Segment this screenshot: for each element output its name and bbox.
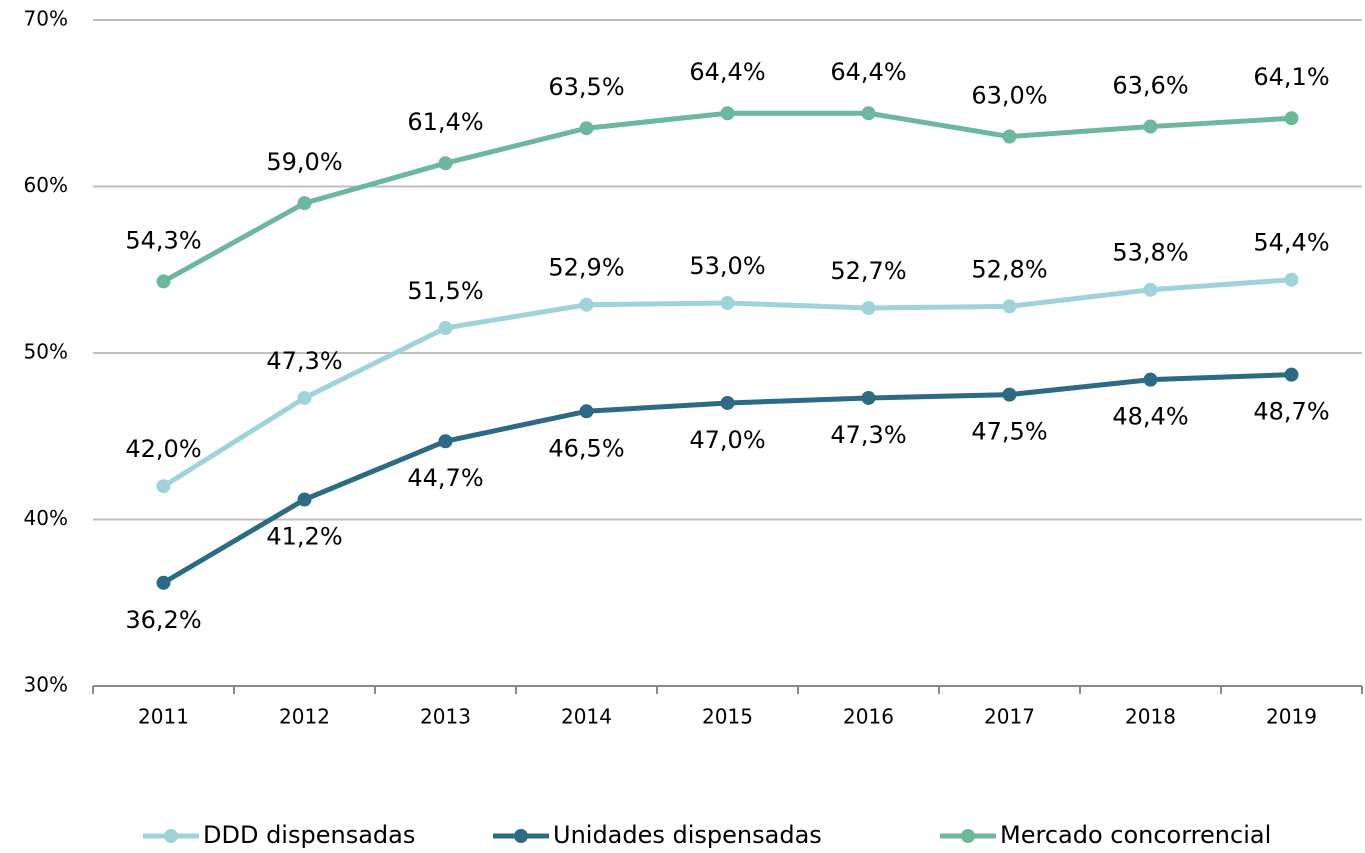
value-label: 63,0% [971, 82, 1047, 110]
legend-marker [164, 829, 178, 843]
value-label: 64,4% [830, 58, 906, 86]
point [861, 106, 876, 121]
x-tick-label: 2016 [843, 705, 894, 729]
value-label: 41,2% [266, 523, 342, 551]
y-tick-label: 30% [24, 673, 68, 697]
value-label: 52,8% [971, 255, 1047, 283]
value-label: 53,0% [689, 252, 765, 280]
x-tick-label: 2017 [984, 705, 1035, 729]
point [861, 301, 876, 316]
value-label: 48,7% [1253, 398, 1329, 426]
point [1002, 129, 1017, 144]
legend-label: Mercado concorrencial [1000, 821, 1271, 849]
value-label: 64,4% [689, 58, 765, 86]
point [1284, 367, 1299, 382]
value-label: 63,6% [1112, 72, 1188, 100]
point [720, 395, 735, 410]
x-tick-label: 2018 [1125, 705, 1176, 729]
point [438, 156, 453, 171]
value-label: 64,1% [1253, 63, 1329, 91]
value-label: 47,0% [689, 426, 765, 454]
value-label: 42,0% [125, 435, 201, 463]
point [438, 434, 453, 449]
legend-marker [514, 829, 528, 843]
value-label: 53,8% [1112, 239, 1188, 267]
point [720, 296, 735, 311]
x-tick-label: 2013 [420, 705, 471, 729]
value-label: 52,9% [548, 254, 624, 282]
point [1002, 299, 1017, 314]
point [156, 575, 171, 590]
legend-marker [961, 829, 975, 843]
point [720, 106, 735, 121]
value-label: 47,5% [971, 418, 1047, 446]
value-label: 44,7% [407, 464, 483, 492]
value-label: 63,5% [548, 73, 624, 101]
point [297, 196, 312, 211]
y-tick-label: 60% [24, 173, 68, 197]
legend-label: DDD dispensadas [203, 821, 415, 849]
value-label: 61,4% [407, 108, 483, 136]
value-label: 51,5% [407, 277, 483, 305]
point [1143, 372, 1158, 387]
value-label: 47,3% [266, 347, 342, 375]
x-tick-label: 2019 [1266, 705, 1317, 729]
value-label: 46,5% [548, 434, 624, 462]
point [1002, 387, 1017, 402]
value-label: 59,0% [266, 148, 342, 176]
x-tick-label: 2012 [279, 705, 330, 729]
x-tick-label: 2015 [702, 705, 753, 729]
value-label: 48,4% [1112, 403, 1188, 431]
point [156, 479, 171, 494]
value-label: 52,7% [830, 257, 906, 285]
x-tick-label: 2011 [138, 705, 189, 729]
legend-label: Unidades dispensadas [553, 821, 822, 849]
point [1143, 282, 1158, 297]
point [579, 121, 594, 136]
y-tick-label: 50% [24, 340, 68, 364]
point [861, 390, 876, 405]
point [438, 321, 453, 336]
point [297, 492, 312, 507]
y-tick-label: 70% [24, 7, 68, 31]
point [579, 404, 594, 419]
x-tick-label: 2014 [561, 705, 612, 729]
value-label: 47,3% [830, 421, 906, 449]
point [1284, 111, 1299, 126]
value-label: 54,4% [1253, 229, 1329, 257]
point [1284, 272, 1299, 287]
value-label: 36,2% [125, 606, 201, 634]
point [579, 297, 594, 312]
value-label: 54,3% [125, 226, 201, 254]
point [1143, 119, 1158, 134]
point [156, 274, 171, 289]
point [297, 390, 312, 405]
y-tick-label: 40% [24, 506, 68, 530]
